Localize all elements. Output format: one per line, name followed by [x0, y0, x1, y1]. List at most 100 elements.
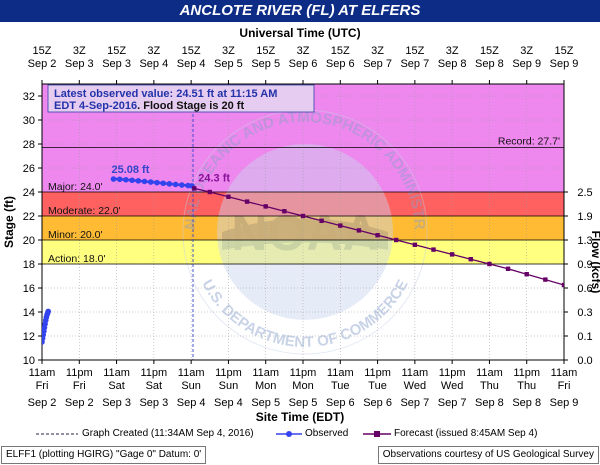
top-tick-time: 15Z [331, 45, 350, 57]
x-tick-date: Sep 9 [550, 397, 579, 409]
x-tick-day: Wed [404, 380, 426, 392]
x-tick-day: Fri [558, 380, 571, 392]
top-axis-title: Universal Time (UTC) [239, 26, 360, 40]
x-tick-day: Sun [181, 380, 201, 392]
top-tick-date: Sep 7 [400, 58, 429, 70]
top-tick-date: Sep 8 [438, 58, 467, 70]
observed-point [110, 176, 117, 182]
x-tick-day: Wed [441, 380, 463, 392]
flood-label-moderate: Moderate: 22.0' [48, 205, 121, 217]
x-tick-time: 11am [476, 367, 503, 379]
top-tick-date: Sep 9 [550, 58, 579, 70]
x-tick-date: Sep 3 [102, 397, 131, 409]
top-tick-date: Sep 4 [139, 58, 168, 70]
x-tick-day: Mon [292, 380, 313, 392]
forecast-point [375, 233, 380, 238]
x-tick-date: Sep 7 [400, 397, 429, 409]
forecast-point [300, 213, 306, 219]
bottom-axis-title: Site Time (EDT) [256, 410, 344, 424]
top-tick-time: 15Z [256, 45, 275, 57]
y2-tick-label: 0.3 [577, 307, 592, 319]
x-tick-time: 11am [29, 367, 56, 379]
top-tick-date: Sep 3 [102, 58, 131, 70]
y2-axis-title: Flow (kcfs) [589, 231, 600, 294]
top-tick-date: Sep 6 [326, 58, 355, 70]
latest-observed-box [47, 84, 315, 113]
x-tick-day: Fri [36, 380, 49, 392]
forecast-point [192, 186, 197, 191]
top-tick-date: Sep 9 [512, 58, 541, 70]
observed-point [129, 177, 135, 184]
observed-point [135, 178, 142, 184]
top-tick-time: 15Z [182, 45, 201, 57]
y-tick-label: 10 [23, 355, 35, 367]
x-tick-date: Sep 4 [177, 397, 206, 409]
forecast-point [263, 204, 268, 209]
latest-observed-date: EDT 4-Sep-2016 [54, 100, 137, 112]
flood-stage-note: . Flood Stage is 20 ft [137, 100, 244, 112]
y-tick-label: 20 [23, 235, 35, 247]
x-tick-time: 11am [551, 367, 578, 379]
top-tick-time: 3Z [147, 45, 160, 57]
x-tick-time: 11pm [215, 367, 242, 379]
x-tick-date: Sep 6 [326, 397, 355, 409]
y2-tick-label: 0.0 [577, 355, 592, 367]
x-tick-time: 11pm [364, 367, 391, 379]
observed-point [172, 181, 179, 188]
footer-credit: Observations courtesy of US Geological S… [377, 446, 599, 464]
top-tick-date: Sep 6 [289, 58, 318, 70]
top-tick-date: Sep 2 [28, 58, 57, 70]
x-tick-date: Sep 4 [214, 397, 243, 409]
x-tick-date: Sep 6 [363, 397, 392, 409]
flood-label-minor: Minor: 20.0' [48, 229, 103, 241]
forecast-point [338, 223, 343, 228]
top-tick-date: Sep 7 [363, 58, 392, 70]
top-tick-date: Sep 5 [214, 58, 243, 70]
forecast-point [207, 189, 212, 195]
forecast-point [561, 282, 564, 288]
series-group [42, 176, 564, 345]
flood-label-action: Action: 18.0' [48, 253, 105, 265]
y-tick-label: 16 [23, 283, 35, 295]
x-tick-time: 11pm [513, 367, 540, 379]
forecast-point [356, 228, 362, 233]
top-tick-time: 15Z [555, 45, 574, 57]
x-tick-day: Tue [368, 380, 387, 392]
forecast-point [394, 237, 399, 243]
x-tick-time: 11pm [439, 367, 466, 379]
x-tick-time: 11am [327, 367, 354, 379]
forecast-point [431, 247, 436, 252]
x-tick-day: Tue [331, 380, 350, 392]
y-tick-label: 28 [23, 139, 35, 151]
y2-tick-label: 0.9 [577, 259, 592, 271]
y2-tick-label: 0.6 [577, 283, 592, 295]
y-tick-label: 12 [23, 331, 35, 343]
x-tick-date: Sep 8 [475, 397, 504, 409]
top-tick-date: Sep 3 [65, 58, 94, 70]
x-tick-day: Thu [480, 380, 499, 392]
y-axis-title: Stage (ft) [2, 196, 16, 248]
y2-tick-label: 2.5 [577, 187, 592, 199]
observed-point [45, 308, 52, 315]
observed-peak-label: 25.08 ft [111, 164, 149, 176]
x-tick-day: Thu [517, 380, 536, 392]
record-label: Record: 27.7' [498, 136, 560, 148]
top-tick-time: 3Z [371, 45, 384, 57]
y-tick-label: 18 [23, 259, 35, 271]
legend-observed-swatch [276, 428, 302, 443]
top-tick-time: 15Z [107, 45, 126, 57]
y-tick-label: 30 [23, 115, 35, 127]
x-tick-day: Sat [108, 380, 125, 392]
observed-point [160, 180, 166, 187]
x-tick-date: Sep 5 [251, 397, 280, 409]
y2-tick-label: 0.1 [577, 331, 592, 343]
observed-point [154, 179, 160, 186]
observed-point [116, 176, 123, 183]
y2-tick-label: 1.3 [577, 235, 592, 247]
top-tick-date: Sep 4 [177, 58, 206, 70]
top-tick-date: Sep 5 [251, 58, 280, 70]
legend-created-swatch [36, 428, 78, 443]
forecast-peak-label: 24.3 ft [198, 172, 230, 184]
footer-gage-info: ELFF1 (plotting HGIRG) "Gage 0" Datum: 0… [1, 446, 207, 464]
x-tick-time: 11pm [290, 367, 317, 379]
